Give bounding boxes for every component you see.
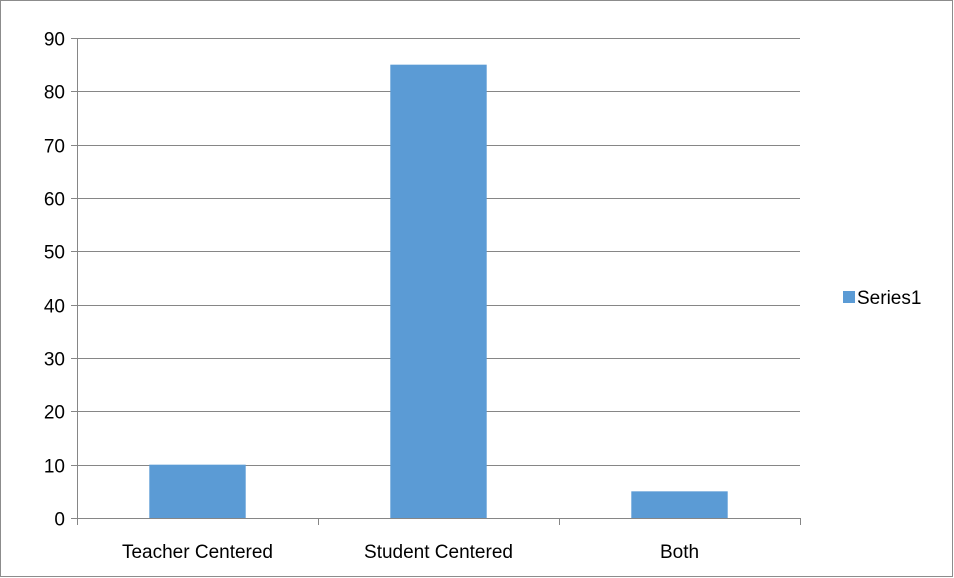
y-tick-label: 10 [44, 457, 65, 478]
y-tick-label: 60 [44, 190, 65, 211]
bars [149, 64, 728, 518]
y-tick-label: 70 [44, 137, 65, 158]
x-tick-labels: Teacher Centered Student Centered Both [122, 542, 699, 563]
axes [71, 38, 801, 525]
y-tick-label: 90 [44, 30, 65, 51]
bar-student-centered[interactable] [390, 64, 487, 518]
y-tick-label: 20 [44, 403, 65, 424]
legend-swatch-series1 [843, 291, 855, 303]
x-tick-label: Student Centered [364, 542, 513, 563]
x-tick-label: Teacher Centered [122, 542, 273, 563]
y-tick-label: 80 [44, 83, 65, 104]
legend: Series1 [843, 288, 921, 309]
legend-label-series1: Series1 [857, 288, 921, 309]
bar-teacher-centered[interactable] [149, 464, 246, 518]
y-tick-label: 40 [44, 297, 65, 318]
y-tick-label: 30 [44, 350, 65, 371]
y-tick-label: 0 [54, 510, 65, 531]
y-tick-labels: 0 10 20 30 40 50 60 70 80 90 [44, 30, 65, 531]
y-tick-label: 50 [44, 243, 65, 264]
x-tick-label: Both [660, 542, 699, 563]
bar-both[interactable] [631, 491, 728, 518]
